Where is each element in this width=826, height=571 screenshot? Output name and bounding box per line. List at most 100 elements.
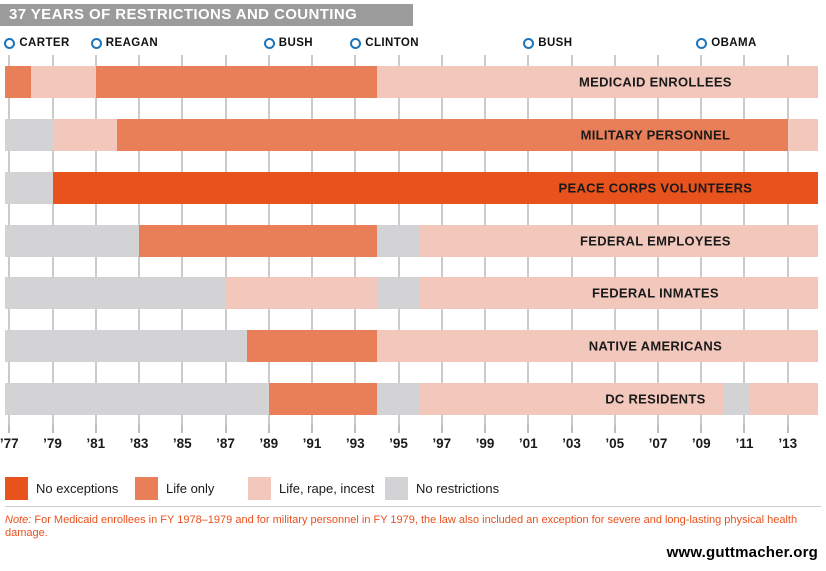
- tick-label-1981: ’81: [86, 436, 106, 451]
- tick-mark-1997: [440, 425, 443, 433]
- president-circle-icon: [90, 37, 102, 49]
- row-label: FEDERAL INMATES: [591, 285, 719, 301]
- tick-label-1979: ’79: [43, 436, 62, 451]
- segment-life-rape-incest: [420, 224, 818, 257]
- president-name: OBAMA: [711, 37, 757, 49]
- tick-label-2013: ’13: [778, 436, 798, 451]
- tick-mark-1977: [8, 425, 11, 433]
- legend-item-life-only: Life only: [135, 477, 214, 500]
- legend-label: Life, rape, incest: [279, 481, 375, 496]
- segment-life-only: [247, 330, 377, 363]
- tick-label-2011: ’11: [735, 436, 754, 451]
- tick-mark-1987: [224, 425, 227, 433]
- tick-mark-2013: [786, 425, 789, 433]
- footnote: Note: For Medicaid enrollees in FY 1978–…: [5, 514, 818, 540]
- tick-label-1997: ’97: [432, 436, 452, 451]
- president-name: CARTER: [19, 37, 70, 49]
- president-circle-icon: [263, 37, 275, 49]
- president-marker-obama-2009: OBAMA: [696, 37, 756, 49]
- tick-label-1977: ’77: [0, 436, 19, 451]
- segment-life-rape-incest: [376, 66, 818, 98]
- segment-no-exceptions: [52, 171, 818, 204]
- tick-mark-2001: [527, 425, 530, 433]
- segment-life-only: [268, 383, 377, 416]
- tick-label-1983: ’83: [129, 436, 149, 451]
- tick-label-1987: ’87: [216, 436, 235, 451]
- source-url: www.guttmacher.org: [666, 544, 818, 561]
- tick-mark-1995: [397, 425, 400, 433]
- footnote-prefix: Note:: [5, 514, 32, 526]
- legend-item-life-rape-incest: Life, rape, incest: [248, 477, 374, 500]
- row-label: MILITARY PERSONNEL: [580, 127, 731, 143]
- presidents-timeline: CARTER REAGAN BUSH CLINTON BUSH OBAMA: [4, 37, 818, 53]
- segment-life-rape-incest: [30, 66, 96, 98]
- segment-no-restrictions: [5, 330, 248, 363]
- row-native-americans: NATIVE AMERICANS: [5, 330, 818, 363]
- segment-life-rape-incest: [225, 277, 377, 310]
- president-circle-icon: [350, 37, 362, 49]
- tick-label-1989: ’89: [259, 436, 279, 451]
- tick-label-1995: ’95: [389, 436, 408, 451]
- legend-label: No restrictions: [416, 481, 500, 496]
- tick-mark-2011: [743, 425, 746, 433]
- segment-no-restrictions: [376, 224, 421, 257]
- president-circle-icon: [4, 37, 16, 49]
- president-name: BUSH: [278, 37, 313, 49]
- row-military-personnel: MILITARY PERSONNEL: [5, 118, 818, 151]
- tick-mark-1991: [311, 425, 314, 433]
- tick-mark-1981: [94, 425, 97, 433]
- tick-mark-1999: [484, 425, 487, 433]
- row-dc-residents: DC RESIDENTS: [5, 383, 818, 416]
- president-marker-reagan-1981: REAGAN: [90, 37, 159, 49]
- segment-no-restrictions: [722, 383, 750, 416]
- tick-label-1991: ’91: [302, 436, 322, 451]
- row-label: DC RESIDENTS: [605, 391, 706, 407]
- row-federal-inmates: FEDERAL INMATES: [5, 277, 818, 310]
- row-federal-employees: FEDERAL EMPLOYEES: [5, 224, 818, 257]
- president-circle-icon: [523, 37, 535, 49]
- segment-no-restrictions: [5, 224, 140, 257]
- president-marker-bush-1989: BUSH: [263, 37, 313, 49]
- legend-swatch-icon: [248, 477, 271, 500]
- row-label: NATIVE AMERICANS: [588, 338, 723, 354]
- segment-life-rape-incest: [787, 118, 818, 151]
- tick-label-2001: ’01: [518, 436, 538, 451]
- tick-mark-2003: [570, 425, 573, 433]
- legend-swatch-icon: [385, 477, 408, 500]
- segment-no-restrictions: [5, 277, 226, 310]
- tick-label-2005: ’05: [605, 436, 625, 451]
- segment-no-restrictions: [376, 277, 421, 310]
- x-axis: ’77 ’79 ’81 ’83 ’85 ’87 ’89 ’91 ’93 ’95 ’97 ’99 ’01 ’…: [0, 425, 818, 457]
- tick-mark-2005: [613, 425, 616, 433]
- row-medicaid-enrollees: MEDICAID ENROLLEES: [5, 66, 818, 98]
- segment-life-only: [5, 66, 31, 98]
- segment-life-only: [139, 224, 377, 257]
- footnote-text: For Medicaid enrollees in FY 1978–1979 a…: [5, 514, 798, 539]
- tick-mark-1993: [354, 425, 357, 433]
- tick-label-1999: ’99: [475, 436, 495, 451]
- tick-label-2007: ’07: [648, 436, 668, 451]
- legend-label: Life only: [166, 481, 215, 496]
- divider-line: [5, 506, 821, 507]
- segment-life-rape-incest: [420, 383, 723, 416]
- legend: No exceptions Life only Life, rape, incest…: [5, 477, 818, 501]
- tick-mark-2007: [656, 425, 659, 433]
- president-name: REAGAN: [105, 37, 159, 49]
- segment-life-rape-incest: [749, 383, 818, 416]
- tick-label-2009: ’09: [691, 436, 711, 451]
- row-label: MEDICAID ENROLLEES: [579, 74, 732, 90]
- segment-life-only: [117, 118, 788, 151]
- legend-label: No exceptions: [36, 481, 119, 496]
- legend-item-no-restrictions: No restrictions: [385, 477, 499, 500]
- president-marker-bush-2001: BUSH: [523, 37, 572, 49]
- tick-mark-1979: [51, 425, 54, 433]
- page-title: 37 YEARS OF RESTRICTIONS AND COUNTING: [0, 4, 413, 26]
- tick-mark-1985: [181, 425, 184, 433]
- tick-mark-1989: [267, 425, 270, 433]
- president-name: CLINTON: [365, 37, 419, 49]
- segment-life-rape-incest: [376, 330, 818, 363]
- segment-life-only: [95, 66, 377, 98]
- tick-mark-1983: [138, 425, 141, 433]
- segment-no-restrictions: [5, 171, 53, 204]
